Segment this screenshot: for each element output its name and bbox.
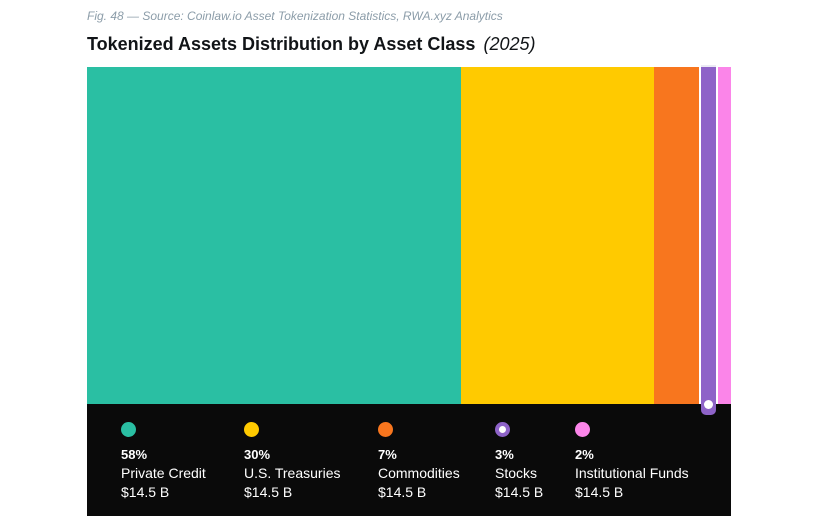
legend-label: Stocks (495, 465, 538, 481)
legend-dot-private-credit (121, 422, 136, 437)
legend-dot-u-s-treasuries (244, 422, 259, 437)
legend-percent: 2% (575, 447, 594, 462)
handle-top-cap (700, 65, 717, 67)
segment-u-s-treasuries[interactable] (460, 67, 654, 404)
legend-label: Commodities (378, 465, 460, 481)
legend-percent: 58% (121, 447, 148, 462)
legend-item-private-credit[interactable]: 58% Private Credit $14.5 B (121, 422, 244, 502)
legend-item-commodities[interactable]: 7% Commodities $14.5 B (378, 422, 495, 502)
stacked-bar-chart (87, 65, 731, 415)
figure-caption: Fig. 48 — Source: Coinlaw.io Asset Token… (87, 9, 503, 23)
legend-value: $14.5 B (495, 484, 544, 500)
legend-label: Private Credit (121, 465, 206, 481)
figure-container: Fig. 48 — Source: Coinlaw.io Asset Token… (87, 0, 731, 516)
segment-stocks[interactable] (700, 65, 717, 415)
handle-grip-dot (703, 400, 713, 409)
chart-legend: 58% Private Credit $14.5 B 30% U.S. Treasuri… (87, 404, 731, 516)
segment-private-credit[interactable] (87, 67, 461, 404)
legend-value: $14.5 B (121, 484, 170, 500)
legend-dot-commodities (378, 422, 393, 437)
chart-title-text: Tokenized Assets Distribution by Asset C… (87, 34, 476, 54)
legend-value: $14.5 B (575, 484, 624, 500)
legend-percent: 3% (495, 447, 514, 462)
chart-title: Tokenized Assets Distribution by Asset C… (87, 33, 731, 55)
legend-dot-institutional-funds (575, 422, 590, 437)
legend-value: $14.5 B (378, 484, 427, 500)
legend-label: Institutional Funds (575, 465, 689, 481)
legend-item-institutional-funds[interactable]: 2% Institutional Funds $14.5 B (575, 422, 689, 502)
segment-institutional-funds[interactable] (718, 67, 731, 404)
legend-value: $14.5 B (244, 484, 293, 500)
legend-item-stocks[interactable]: 3% Stocks $14.5 B (495, 422, 575, 502)
segment-commodities[interactable] (653, 67, 699, 404)
legend-percent: 30% (244, 447, 271, 462)
chart-title-year: (2025) (483, 34, 536, 54)
legend-percent: 7% (378, 447, 397, 462)
legend-label: U.S. Treasuries (244, 465, 341, 481)
legend-dot-stocks (495, 422, 510, 437)
legend-item-u-s-treasuries[interactable]: 30% U.S. Treasuries $14.5 B (244, 422, 378, 502)
selected-segment-handle[interactable] (700, 65, 717, 415)
